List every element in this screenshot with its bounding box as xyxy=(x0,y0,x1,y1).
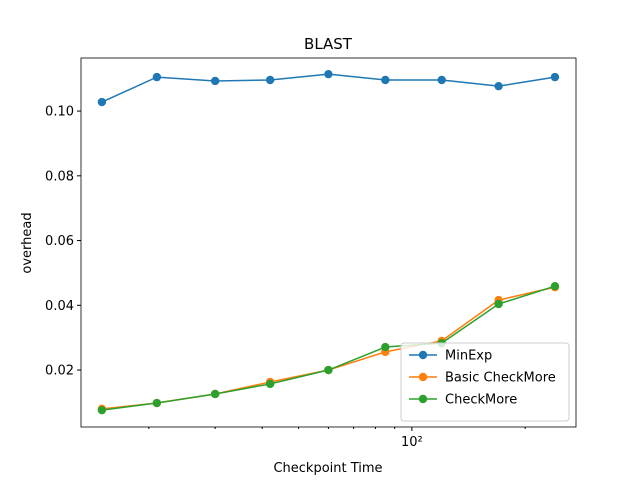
legend-marker xyxy=(418,394,428,404)
legend-label: MinExp xyxy=(445,349,492,364)
data-point xyxy=(210,389,220,399)
plot-frame xyxy=(80,57,577,428)
data-point xyxy=(324,365,333,375)
data-point xyxy=(550,72,560,82)
legend-label: Basic CheckMore xyxy=(445,371,556,386)
x-axis-label: Checkpoint Time xyxy=(273,461,382,476)
legend-marker xyxy=(418,372,428,382)
data-point xyxy=(152,398,162,408)
y-axis-label: overhead xyxy=(20,212,35,273)
data-point xyxy=(97,97,107,107)
chart-title: BLAST xyxy=(304,35,353,53)
y-tick-label: 0.06 xyxy=(45,234,74,249)
y-tick-label: 0.08 xyxy=(45,169,74,184)
data-point xyxy=(494,81,503,91)
data-point xyxy=(210,76,220,86)
data-point xyxy=(152,72,162,82)
y-tick-label: 0.10 xyxy=(45,105,74,120)
data-point xyxy=(324,69,333,79)
data-point xyxy=(97,405,107,415)
data-point xyxy=(265,379,275,389)
data-point xyxy=(437,75,446,85)
x-tick-label: 10² xyxy=(401,435,423,450)
data-point xyxy=(550,281,560,291)
data-point xyxy=(381,342,390,352)
data-point xyxy=(494,299,503,309)
legend-box xyxy=(400,342,570,422)
data-point xyxy=(381,75,390,85)
legend-marker xyxy=(418,350,428,360)
y-tick-label: 0.02 xyxy=(45,364,74,379)
data-point xyxy=(265,75,275,85)
legend-label: CheckMore xyxy=(445,393,517,408)
y-tick-label: 0.04 xyxy=(45,299,74,314)
